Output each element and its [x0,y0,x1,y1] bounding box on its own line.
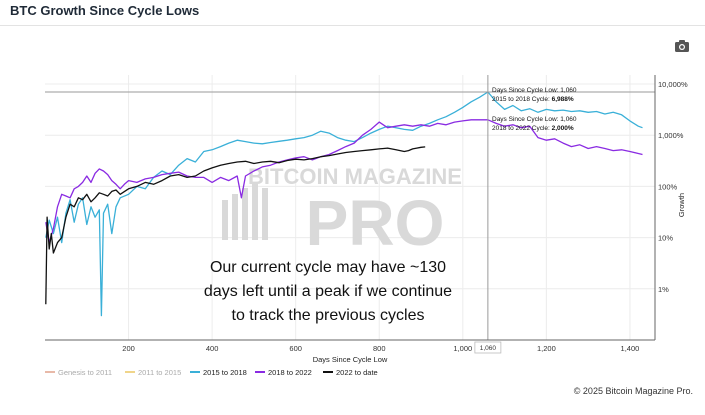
axes: 200 400 600 800 1,000 1,200 1,400 1% 10% 100% 1,00… [45,75,688,353]
y-tick-label: 1,000% [658,131,684,140]
series-line-2018-to-2022 [45,119,643,244]
annotation-text: Our current cycle may have ~130 days lef… [204,259,452,324]
x-tick-label: 1,000 [453,344,472,353]
y-axis-label: Growth [677,193,686,217]
x-tick-label: 1,400 [621,344,640,353]
y-tick-label: 100% [658,182,678,191]
header-divider [0,25,705,26]
page-title: BTC Growth Since Cycle Lows [10,3,200,18]
tooltip-line2: 2015 to 2018 Cycle: 6,988% [492,96,574,103]
series-line-2015-to-2018 [45,91,643,317]
legend: Genesis to 2011 2011 to 2015 2015 to 2018 2… [45,368,378,377]
annotation-line: days left until a peak if we continue [204,283,452,300]
x-tick-label: 600 [289,344,302,353]
plot-area [45,75,655,340]
x-tick-label: 800 [373,344,386,353]
legend-label: Genesis to 2011 [58,368,112,377]
watermark: BITCOIN MAGAZINE PRO [222,164,462,259]
crosshair-x-label-box [474,341,502,354]
legend-label: 2022 to date [336,368,378,377]
tooltip-2018-cycle: Days Since Cycle Low: 1,060 2018 to 2022… [492,116,577,132]
legend-item[interactable]: 2022 to date [323,368,378,377]
x-tick-label: 1,200 [537,344,556,353]
y-tick-label: 10% [658,234,673,243]
watermark-bars-icon [222,182,268,240]
series-line-2022-to-date [45,146,426,305]
legend-item[interactable]: 2018 to 2022 [255,368,312,377]
legend-item[interactable]: 2011 to 2015 [125,368,181,377]
tooltip-line1: Days Since Cycle Low: 1,060 [492,87,577,94]
legend-item[interactable]: Genesis to 2011 [45,368,112,377]
watermark-line2: PRO [306,187,445,259]
tooltip-line1: Days Since Cycle Low: 1,060 [492,116,577,123]
grid [45,75,655,340]
watermark-line1: BITCOIN MAGAZINE [248,164,462,189]
crosshair: 1,060 [45,75,655,354]
x-axis-label: Days Since Cycle Low [313,355,388,364]
series-layer [45,91,643,317]
x-tick-label: 400 [206,344,219,353]
legend-item[interactable]: 2015 to 2018 [190,368,247,377]
y-tick-label: 1% [658,285,669,294]
annotation-line: Our current cycle may have ~130 [210,259,446,276]
tooltip-line2: 2018 to 2022 Cycle: 2,000% [492,125,574,132]
crosshair-x-label: 1,060 [480,345,497,352]
legend-label: 2015 to 2018 [203,368,247,377]
x-tick-label: 200 [122,344,135,353]
copyright: © 2025 Bitcoin Magazine Pro. [573,386,693,396]
legend-label: 2018 to 2022 [268,368,312,377]
legend-label: 2011 to 2015 [138,368,181,377]
plot-background [45,75,655,340]
camera-icon[interactable] [672,38,692,54]
y-tick-label: 10,000% [658,80,688,89]
tooltip-2015-cycle: Days Since Cycle Low: 1,060 2015 to 2018… [492,87,577,103]
annotation-line: to track the previous cycles [232,307,425,324]
